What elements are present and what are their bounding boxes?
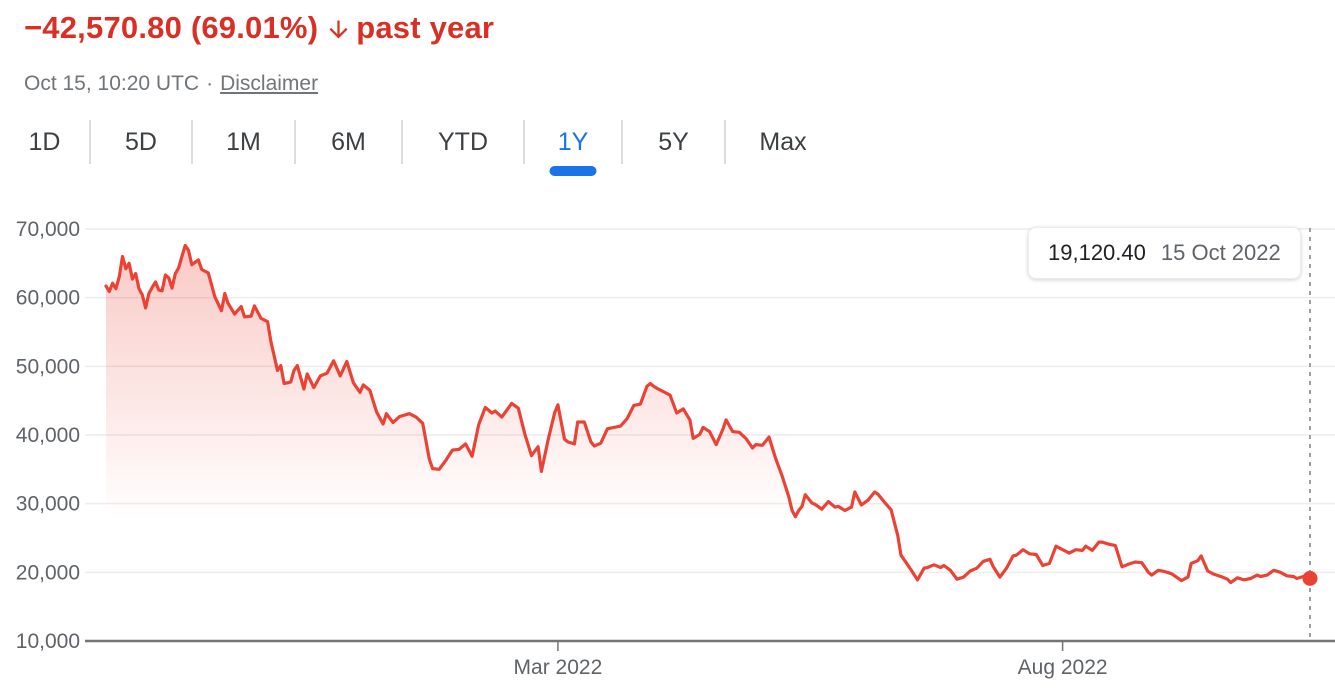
- area-fill: [106, 245, 1310, 641]
- quote-meta-row: Oct 15, 10:20 UTC · Disclaimer: [24, 70, 318, 98]
- svg-text:Aug 2022: Aug 2022: [1018, 656, 1108, 679]
- svg-text:60,000: 60,000: [16, 287, 80, 310]
- price-change-summary: −42,570.80 (69.01%) past year: [24, 8, 494, 48]
- arrow-down-icon: [325, 16, 352, 43]
- x-axis-labels: Mar 2022 Aug 2022: [514, 642, 1108, 679]
- tab-5y[interactable]: 5Y: [623, 120, 726, 164]
- svg-text:Mar 2022: Mar 2022: [514, 656, 603, 679]
- tab-1y[interactable]: 1Y: [525, 120, 623, 164]
- tab-1m[interactable]: 1M: [193, 120, 296, 164]
- tab-label: Max: [759, 127, 807, 156]
- svg-text:30,000: 30,000: [16, 493, 80, 516]
- end-point-dot: [1302, 570, 1318, 586]
- quote-timestamp: Oct 15, 10:20 UTC: [24, 72, 200, 95]
- tab-ytd[interactable]: YTD: [403, 120, 525, 164]
- svg-text:40,000: 40,000: [16, 424, 80, 447]
- tab-label: 1M: [226, 127, 261, 156]
- tab-label: 6M: [331, 127, 366, 156]
- tab-label: 1Y: [557, 127, 589, 156]
- tab-6m[interactable]: 6M: [296, 120, 403, 164]
- disclaimer-link[interactable]: Disclaimer: [220, 72, 319, 95]
- tab-label: 5D: [125, 127, 157, 156]
- svg-text:50,000: 50,000: [16, 355, 80, 378]
- tab-label: YTD: [438, 127, 488, 156]
- tab-max[interactable]: Max: [726, 120, 840, 164]
- tab-label: 1D: [28, 127, 61, 156]
- chart-tooltip: 19,120.40 15 Oct 2022: [1028, 227, 1301, 279]
- tab-label: 5Y: [658, 127, 689, 156]
- dot-separator: ·: [206, 72, 214, 95]
- tooltip-date: 15 Oct 2022: [1160, 240, 1281, 265]
- price-line: [104, 243, 1312, 585]
- svg-text:10,000: 10,000: [16, 630, 80, 653]
- svg-text:20,000: 20,000: [16, 561, 80, 584]
- change-period-label: past year: [356, 10, 495, 45]
- tab-1d[interactable]: 1D: [0, 120, 91, 164]
- price-change-text: −42,570.80 (69.01%): [24, 10, 319, 45]
- y-axis-labels: 70,000 60,000 50,000 40,000 30,000 20,000 10,0…: [16, 218, 80, 653]
- tab-5d[interactable]: 5D: [91, 120, 193, 164]
- tooltip-price: 19,120.40: [1048, 240, 1146, 265]
- time-range-tabs: 1D 5D 1M 6M YTD 1Y 5Y Max: [0, 120, 840, 164]
- svg-text:70,000: 70,000: [16, 218, 80, 241]
